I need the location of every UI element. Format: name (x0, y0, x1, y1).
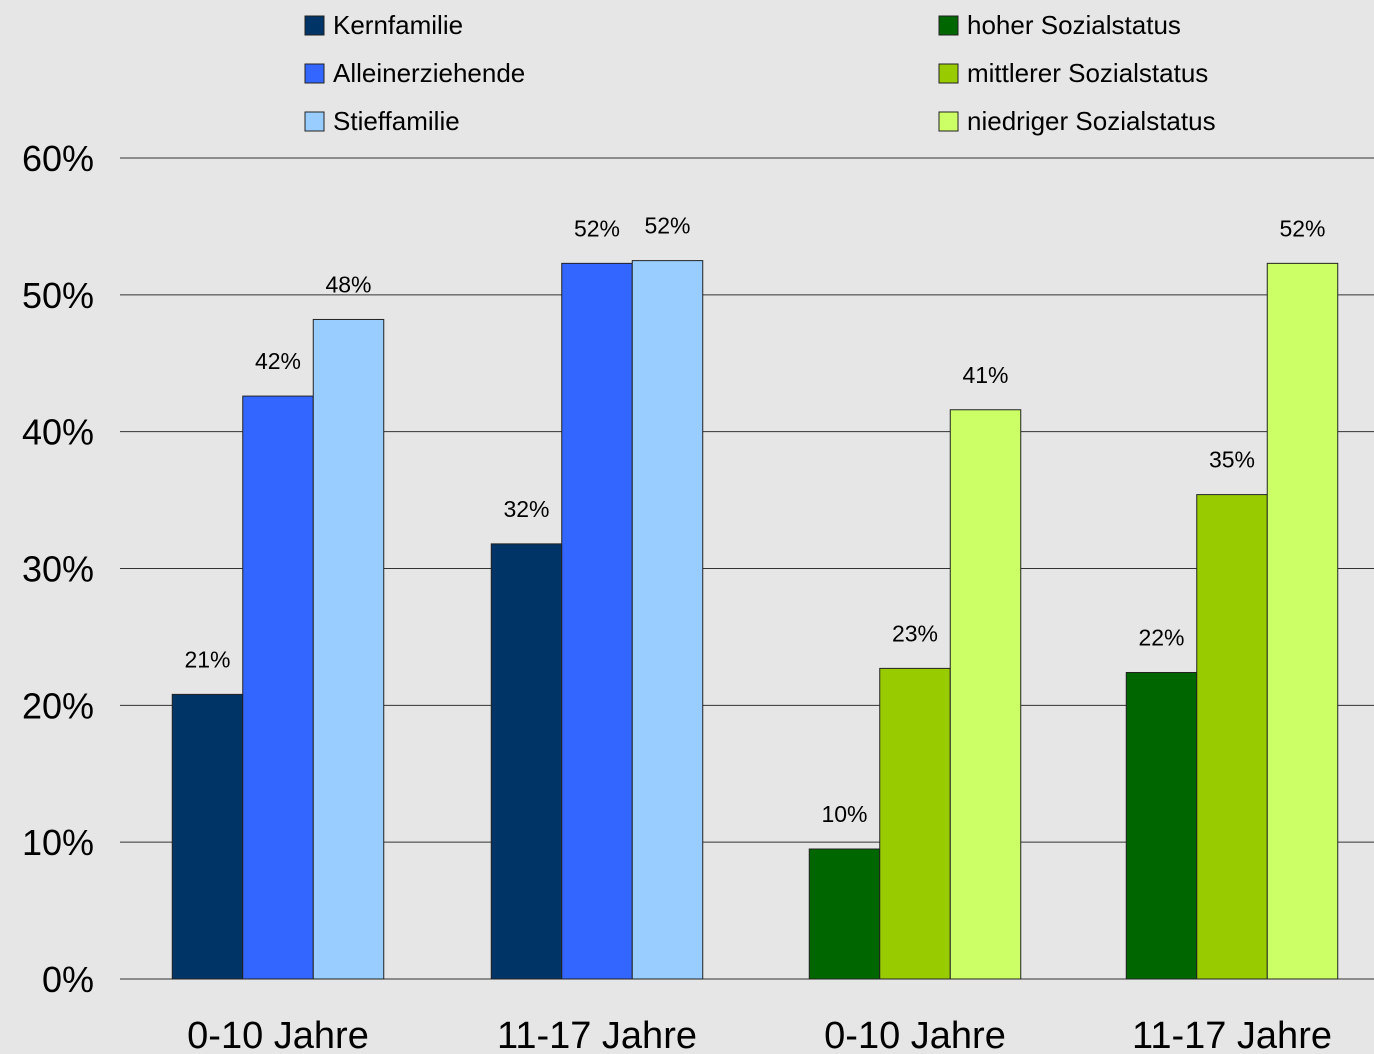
bars (171, 260, 1339, 980)
bar (312, 318, 385, 980)
data-label: 21% (184, 646, 230, 672)
data-label: 32% (503, 496, 549, 522)
data-label: 48% (325, 271, 371, 297)
y-tick-label: 40% (22, 412, 94, 453)
legend-swatch (938, 63, 959, 84)
x-category-label: 0-10 Jahre (187, 1015, 369, 1054)
legend-swatch (938, 111, 959, 132)
bar (561, 262, 633, 980)
bar (171, 693, 244, 980)
legend-label: mittlerer Sozialstatus (967, 58, 1208, 88)
bar (949, 409, 1022, 980)
x-category-label: 0-10 Jahre (824, 1015, 1006, 1054)
legend-label: hoher Sozialstatus (967, 10, 1181, 40)
data-label: 22% (1138, 624, 1184, 650)
y-tick-label: 60% (22, 138, 94, 179)
legend: Kernfamilie Alleinerziehende Stieffamilie h… (304, 10, 1216, 136)
data-labels: 21% 42% 48% 32% 52% 52% 10% 23% 41% 22% 35% 52% (184, 213, 1325, 827)
x-category-label: 11-17 Jahre (497, 1015, 697, 1054)
bar (1125, 671, 1198, 980)
category-labels: 0-10 Jahre 11-17 Jahre 0-10 Jahre 11-17 Jah… (187, 1015, 1332, 1054)
data-label: 52% (644, 213, 690, 239)
bar (490, 543, 563, 980)
data-label: 35% (1209, 447, 1255, 473)
data-label: 52% (574, 215, 620, 241)
y-tick-label: 30% (22, 549, 94, 590)
bar (631, 260, 704, 980)
legend-swatch (304, 15, 325, 36)
y-tick-label: 50% (22, 275, 94, 316)
data-label: 41% (962, 362, 1008, 388)
legend-label: Alleinerziehende (333, 58, 525, 88)
legend-swatch (938, 15, 959, 36)
data-label: 23% (892, 620, 938, 646)
bar (879, 667, 951, 980)
data-label: 52% (1279, 215, 1325, 241)
legend-label: niedriger Sozialstatus (967, 106, 1216, 136)
y-tick-label: 10% (22, 822, 94, 863)
legend-swatch (304, 63, 325, 84)
data-label: 42% (255, 348, 301, 374)
y-tick-label: 0% (42, 959, 94, 1000)
legend-label: Stieffamilie (333, 106, 460, 136)
x-category-label: 11-17 Jahre (1132, 1015, 1332, 1054)
data-label: 10% (821, 801, 867, 827)
y-axis-ticks: 0% 10% 20% 30% 40% 50% 60% (22, 138, 94, 1000)
bar (1266, 262, 1339, 980)
legend-label: Kernfamilie (333, 10, 463, 40)
y-tick-label: 20% (22, 685, 94, 726)
bar (1196, 494, 1268, 980)
bar (242, 395, 314, 980)
legend-swatch (304, 111, 325, 132)
bar (808, 848, 881, 980)
